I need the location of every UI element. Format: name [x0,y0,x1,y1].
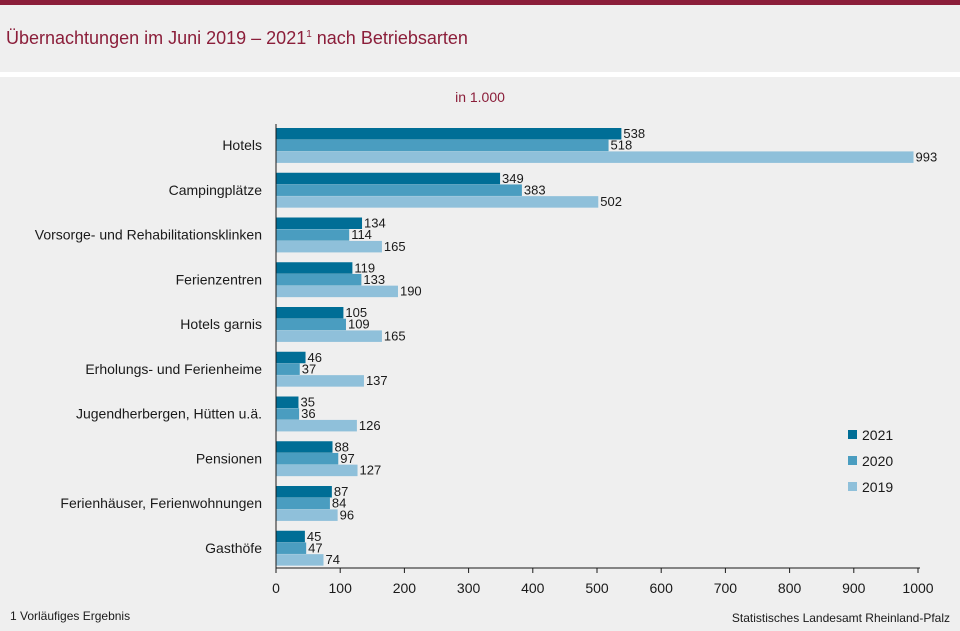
data-label: 538 [623,126,645,141]
bar-2020 [276,184,522,196]
chart-title-tail: nach Betriebsarten [311,28,468,48]
title-footnote-marker: 1 [306,29,312,40]
bar-2021 [276,441,333,453]
x-tick-label: 100 [329,580,353,596]
category-label: Ferienhäuser, Ferienwohnungen [60,495,262,511]
legend-swatch-2021 [848,430,857,439]
category-label: Campingplätze [169,182,263,198]
bar-2021 [276,128,622,140]
bar-2021 [276,396,299,408]
data-label: 383 [524,182,546,197]
category-label: Erholungs- und Ferienheime [85,361,262,377]
bar-2021 [276,351,306,364]
data-label: 46 [308,350,322,365]
bar-2020 [276,318,346,331]
data-label: 134 [364,216,386,231]
data-label: 84 [332,496,346,511]
bar-2020 [276,139,609,152]
bar-2020 [276,542,307,554]
category-label: Hotels garnis [180,316,262,332]
category-label: Jugendherbergen, Hütten u.ä. [76,406,262,422]
data-label: 190 [400,284,422,299]
bar-2020 [276,497,330,510]
category-label: Ferienzentren [176,271,262,287]
x-tick-label: 0 [272,580,280,596]
chart-title: Übernachtungen im Juni 2019 – 20211 nach… [6,28,468,49]
title-separator [0,72,960,77]
bar-2021 [276,307,344,319]
footnote: 1 Vorläufiges Ergebnis [10,609,131,623]
data-label: 127 [360,463,382,478]
x-tick-label: 600 [650,580,674,596]
data-label: 126 [359,418,381,433]
legend-label: 2020 [862,453,893,469]
data-label: 109 [348,317,370,332]
x-tick-label: 400 [521,580,545,596]
x-tick-label: 900 [842,580,866,596]
x-tick-label: 300 [457,580,481,596]
data-label: 137 [366,373,388,388]
data-label: 35 [300,395,314,410]
data-label: 36 [301,406,315,421]
bar-2020 [276,363,300,375]
chart-title-main: Übernachtungen im Juni 2019 – 2021 [6,28,307,48]
bar-2021 [276,486,332,498]
category-label: Hotels [222,137,262,153]
category-label: Vorsorge- und Rehabilitationsklinken [35,227,262,243]
bar-2019 [276,330,382,342]
legend-swatch-2020 [848,456,857,465]
bar-2021 [276,172,501,185]
x-tick-label: 500 [585,580,609,596]
data-label: 993 [916,149,938,164]
data-label: 133 [363,272,385,287]
bar-2020 [276,452,339,465]
legend-label: 2019 [862,479,893,495]
top-accent-bar [0,0,960,5]
x-tick-label: 1000 [902,580,933,596]
bar-2021 [276,530,305,543]
data-label: 97 [340,451,354,466]
data-label: 96 [340,507,354,522]
bar-2019 [276,554,324,566]
data-label: 119 [354,260,375,275]
data-label: 165 [384,239,406,254]
bar-2020 [276,229,350,241]
category-label: Gasthöfe [205,540,262,556]
x-tick-label: 800 [778,580,802,596]
bar-2019 [276,285,398,298]
data-label: 165 [384,328,406,343]
data-label: 74 [326,552,340,567]
x-tick-label: 700 [714,580,738,596]
bar-2019 [276,240,382,253]
data-label: 518 [611,138,633,153]
data-label: 502 [600,194,622,209]
data-label: 105 [345,305,367,320]
category-label: Pensionen [196,450,262,466]
bar-2019 [276,464,358,477]
x-tick-label: 200 [393,580,417,596]
data-label: 45 [307,529,321,544]
bar-2019 [276,509,338,521]
data-label: 114 [351,227,372,242]
legend-label: 2021 [862,427,893,443]
bar-2019 [276,419,357,432]
bar-2021 [276,217,363,229]
data-label: 47 [308,540,322,555]
bar-2021 [276,262,353,274]
unit-label: in 1.000 [455,89,505,105]
data-label: 87 [334,484,348,499]
bar-2019 [276,196,599,208]
bar-2020 [276,273,362,286]
bar-2020 [276,408,300,420]
data-label: 349 [502,171,524,186]
bar-2019 [276,151,914,163]
source-label: Statistisches Landesamt Rheinland-Pfalz [731,611,950,625]
legend-swatch-2019 [848,482,857,491]
data-label: 37 [302,361,316,376]
data-label: 88 [334,439,348,454]
bar-2019 [276,375,364,387]
